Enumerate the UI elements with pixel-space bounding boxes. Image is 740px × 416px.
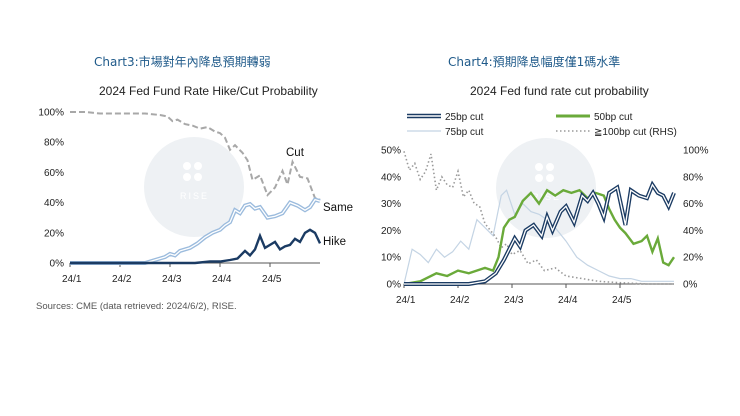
series-75bp (403, 189, 674, 285)
chart4-y-tick-right: 40% (683, 226, 703, 237)
legend-label-75bp: 75bp cut (445, 127, 484, 138)
chart3-x-tick: 24/2 (112, 274, 132, 285)
chart3-y-tick: 60% (44, 168, 64, 179)
chart4-y-tick-left: 10% (381, 253, 401, 264)
chart4-watermark-logo (535, 163, 554, 182)
chart4-x-tick: 24/5 (612, 295, 632, 306)
series-hike (70, 228, 322, 265)
series-25bp-inner (404, 183, 675, 285)
chart3-x-tick: 24/1 (62, 274, 82, 285)
legend-label-25bp: 25bp cut (445, 112, 484, 123)
chart4-y-tick-left: 30% (381, 199, 401, 210)
chart4-title: 2024 Fed fund rate cut probability (470, 84, 649, 98)
chart3-watermark-text: RISE (180, 191, 209, 201)
chart4-header: Chart4:預期降息幅度僅1碼水準 (448, 55, 621, 69)
chart3-x-tick: 24/3 (162, 274, 182, 285)
series-cut (70, 111, 321, 201)
chart3-title: 2024 Fed Fund Rate Hike/Cut Probability (99, 84, 318, 98)
chart4-y-tick-right: 60% (683, 199, 703, 210)
chart3-header: Chart3:市場對年內降息預期轉弱 (94, 55, 271, 69)
source-note: Sources: CME (data retrieved: 2024/6/2),… (36, 301, 237, 312)
legend-item-25bp: 25bp cut (407, 112, 484, 123)
chart3-y-tick: 100% (38, 108, 64, 119)
legend-item-50bp: 50bp cut (556, 112, 633, 123)
legend-label-50bp: 50bp cut (594, 112, 633, 123)
series-50bp (403, 188, 675, 286)
chart4-y-tick-left: 40% (381, 172, 401, 183)
chart4-y-tick-right: 0% (683, 280, 698, 291)
chart3-watermark: RISE (144, 137, 244, 237)
chart4-x-tick: 24/3 (504, 295, 524, 306)
chart3-watermark-logo (183, 162, 202, 181)
label-same: Same (323, 202, 353, 214)
chart3-y-tick: 40% (44, 198, 64, 209)
chart4-plot: 0% 10% 20% 30% 40% 50% 0% 20% 40% 60% 80% 100% 24/1 2… (381, 146, 709, 307)
chart4-x-tick: 24/2 (450, 295, 470, 306)
chart3-y-tick: 20% (44, 228, 64, 239)
legend-label-100bp: ≧100bp cut (RHS) (594, 127, 677, 138)
legend-item-100bp: ≧100bp cut (RHS) (556, 127, 677, 138)
chart4-y-tick-left: 20% (381, 226, 401, 237)
chart4-y-tick-left: 50% (381, 146, 401, 157)
chart3-y-tick: 0% (50, 259, 65, 270)
chart3-x-tick: 24/4 (212, 274, 232, 285)
chart3-watermark-circle (144, 137, 244, 237)
chart4-y-tick-right: 20% (683, 253, 703, 264)
chart3-plot: 0% 20% 40% 60% 80% 100% 24/1 24/2 24/3 24/4 24/5 (38, 108, 322, 285)
chart4-x-tick: 24/4 (558, 295, 578, 306)
label-cut: Cut (286, 147, 305, 159)
legend-item-75bp: 75bp cut (407, 127, 484, 138)
chart3-y-tick: 80% (44, 138, 64, 149)
label-hike: Hike (323, 236, 346, 248)
chart4-y-tick-right: 80% (683, 172, 703, 183)
chart4-y-tick-right: 100% (683, 146, 709, 157)
chart4-legend: 25bp cut 50bp cut 75bp cut ≧100bp cut (R… (407, 112, 677, 138)
chart4-y-tick-left: 0% (387, 280, 402, 291)
chart4-watermark-text: RISE (532, 192, 561, 202)
chart3-x-tick: 24/5 (262, 274, 282, 285)
chart4-x-tick: 24/1 (396, 295, 416, 306)
